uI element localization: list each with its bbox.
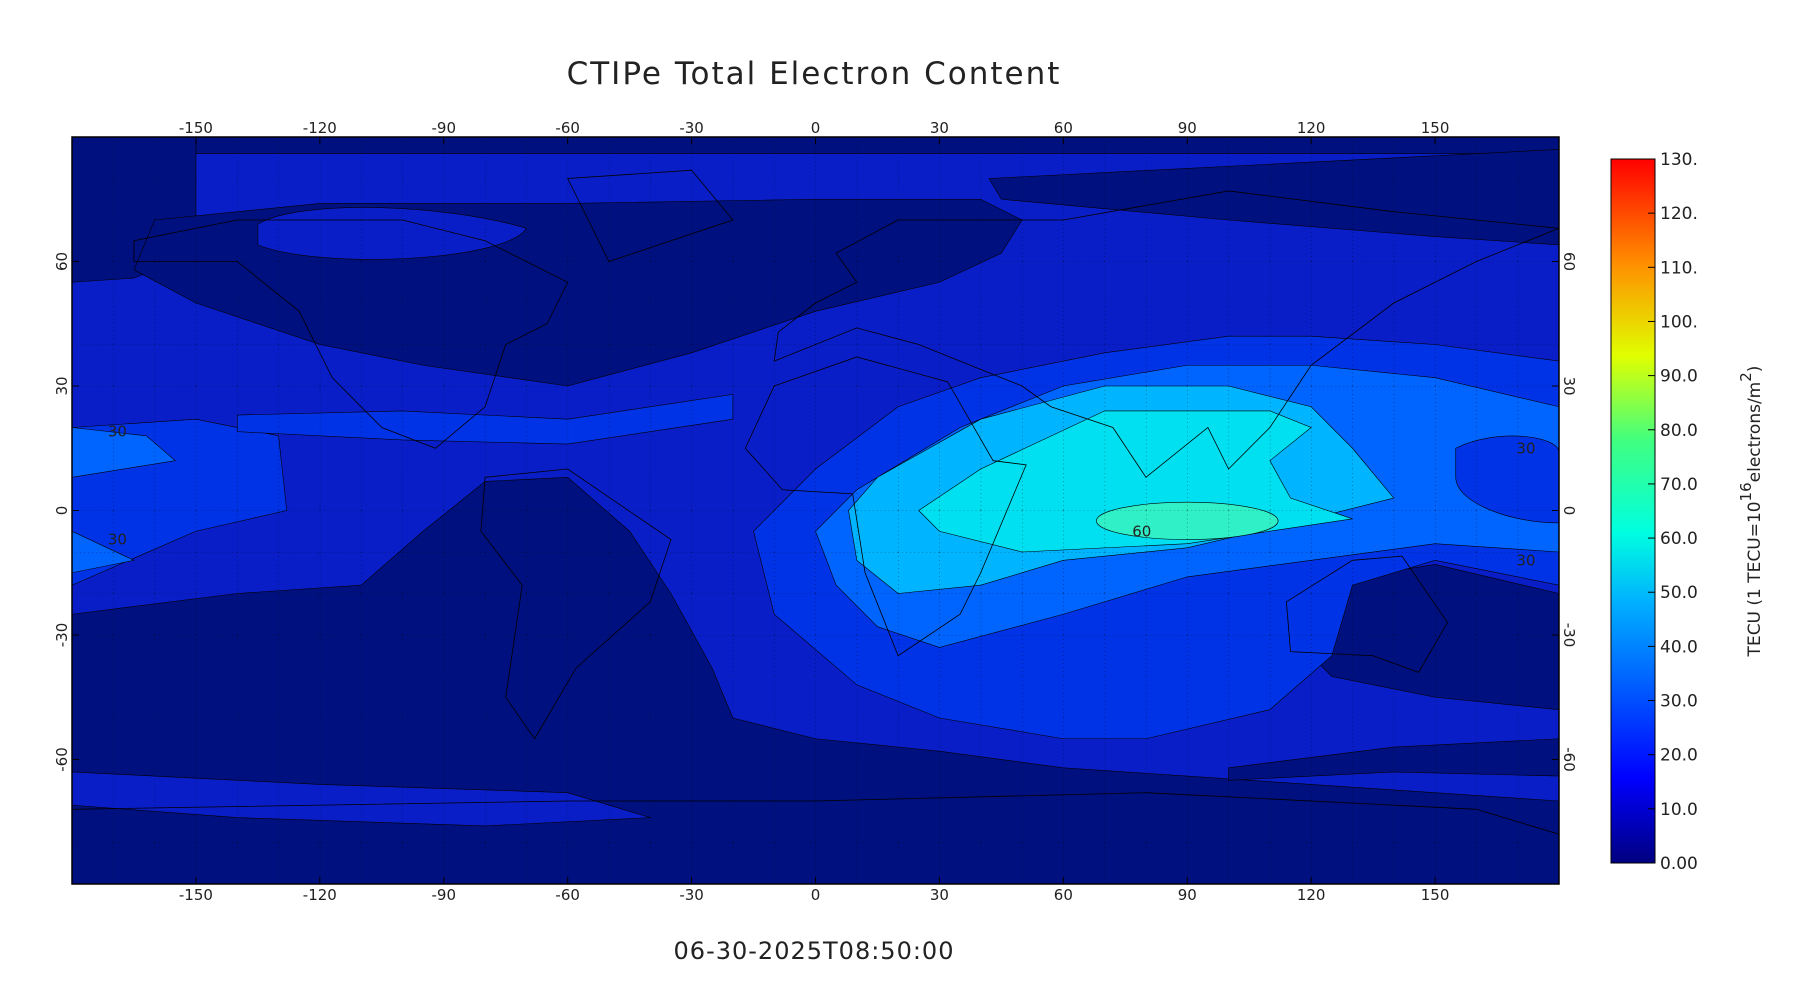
- y-tick-label-right: -30: [1560, 623, 1578, 648]
- contour-label: 30: [1516, 439, 1535, 457]
- colorbar-tick-label: 10.0: [1660, 800, 1698, 820]
- colorbar-tick-label: 70.0: [1660, 475, 1698, 495]
- colorbar-tick-label: 80.0: [1660, 421, 1698, 441]
- colorbar-label-sup: 16: [1737, 482, 1755, 501]
- x-tick-label-top: 60: [1054, 119, 1073, 137]
- y-tick-label-left: 30: [53, 376, 71, 395]
- x-tick-label-bottom: -150: [179, 886, 213, 904]
- colorbar-label-part: TECU (1 TECU=10: [1745, 501, 1765, 657]
- colorbar-tick-label: 130.: [1660, 150, 1698, 170]
- y-tick-label-right: 60: [1560, 252, 1578, 271]
- x-tick-label-bottom: 60: [1054, 886, 1073, 904]
- colorbar-tick-label: 20.0: [1660, 746, 1698, 766]
- colorbar-tick-label: 110.: [1660, 258, 1698, 278]
- timestamp: 06-30-2025T08:50:00: [674, 937, 955, 965]
- x-tick-label-bottom: 90: [1178, 886, 1197, 904]
- y-tick-label-left: -30: [53, 623, 71, 648]
- colorbar-label-part: electrons/m: [1745, 382, 1765, 483]
- x-tick-label-bottom: 150: [1421, 886, 1450, 904]
- y-tick-label-left: 60: [53, 252, 71, 271]
- y-tick-label-right: 30: [1560, 376, 1578, 395]
- x-tick-label-top: 0: [811, 119, 821, 137]
- y-tick-label-right: 0: [1560, 506, 1578, 516]
- x-tick-label-bottom: 30: [930, 886, 949, 904]
- x-tick-label-top: 90: [1178, 119, 1197, 137]
- x-tick-label-bottom: -120: [303, 886, 337, 904]
- x-tick-label-top: -60: [555, 119, 580, 137]
- x-tick-label-bottom: 0: [811, 886, 821, 904]
- x-tick-label-top: 150: [1421, 119, 1450, 137]
- colorbar-label-sup: 2: [1737, 372, 1755, 382]
- colorbar-label-part: ): [1745, 366, 1765, 373]
- x-tick-label-top: -150: [179, 119, 213, 137]
- contour-label: 60: [1132, 522, 1151, 540]
- x-tick-label-bottom: -60: [555, 886, 580, 904]
- colorbar-tick-label: 30.0: [1660, 692, 1698, 712]
- colorbar-tick-label: 60.0: [1660, 529, 1698, 549]
- colorbar-tick-label: 90.0: [1660, 367, 1698, 387]
- x-tick-label-bottom: -30: [679, 886, 704, 904]
- x-tick-label-top: 30: [930, 119, 949, 137]
- title: CTIPe Total Electron Content: [567, 56, 1062, 92]
- x-tick-label-bottom: 120: [1297, 886, 1326, 904]
- axis-ticks: -150 -150 -120 -120 -90 -90 -60 -60 -30 -30 0 0 30 30…: [53, 119, 1578, 904]
- colorbar-tick-label: 0.00: [1660, 854, 1698, 874]
- y-tick-label-right: -60: [1560, 747, 1578, 772]
- contour-label: 30: [108, 531, 127, 549]
- x-tick-label-top: -120: [303, 119, 337, 137]
- x-tick-label-top: -30: [679, 119, 704, 137]
- y-tick-label-left: 0: [53, 506, 71, 516]
- map-area: [72, 137, 1559, 884]
- dotted-graticule: [72, 137, 1559, 884]
- colorbar-tick-label: 40.0: [1660, 637, 1698, 657]
- contour-label: 30: [108, 423, 127, 441]
- x-tick-label-bottom: -90: [432, 886, 457, 904]
- colorbar-label: TECU (1 TECU=1016electrons/m2): [1737, 366, 1765, 658]
- x-tick-label-top: 120: [1297, 119, 1326, 137]
- contour-label: 30: [1516, 551, 1535, 569]
- x-tick-label-top: -90: [432, 119, 457, 137]
- y-tick-label-left: -60: [53, 747, 71, 772]
- colorbar: [1610, 158, 1656, 864]
- colorbar-tick-label: 50.0: [1660, 583, 1698, 603]
- colorbar-tick-label: 100.: [1660, 312, 1698, 332]
- colorbar-tick-label: 120.: [1660, 204, 1698, 224]
